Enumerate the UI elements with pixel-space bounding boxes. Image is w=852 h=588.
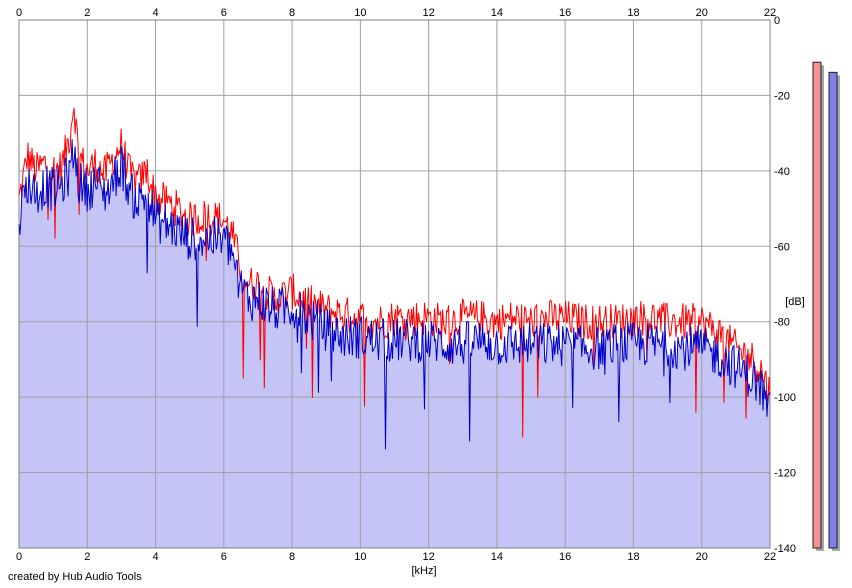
y-tick-label: -100 [774,392,796,404]
x-tick-label: 8 [289,7,295,19]
x-tick-label: 14 [491,551,503,563]
plot-frame [18,19,771,549]
x-tick-label: 6 [221,551,227,563]
x-tick-label: 14 [491,7,503,19]
x-tick-label: 0 [16,551,22,563]
y-tick-label: -60 [774,241,790,253]
x-tick-labels-top: 0 2 4 6 8 10 12 14 16 18 20 22 [16,7,776,19]
series-line [18,107,771,438]
x-tick-label: 12 [423,7,435,19]
x-tick-label: 16 [559,7,571,19]
x-tick-label: 12 [423,551,435,563]
grid-layer [18,19,771,549]
x-tick-label: 22 [764,551,776,563]
x-tick-label: 10 [354,551,366,563]
x-tick-label: 20 [696,7,708,19]
series-line [18,139,771,450]
x-axis-label: [kHz] [411,565,436,577]
y-tick-label: -40 [774,166,790,178]
x-tick-label: 8 [289,551,295,563]
x-tick-label: 18 [627,551,639,563]
x-tick-label: 2 [84,551,90,563]
x-tick-label: 2 [84,7,90,19]
x-tick-label: 16 [559,551,571,563]
x-tick-label: 18 [627,7,639,19]
level-meters [812,61,840,552]
x-tick-label: 4 [152,7,158,19]
y-tick-label: -80 [774,317,790,329]
level-meter-left [812,61,822,549]
y-tick-label: -20 [774,90,790,102]
level-meter-right [828,71,838,549]
y-axis-label: [dB] [785,296,805,308]
y-tick-label: -140 [774,543,796,555]
x-tick-label: 0 [16,7,22,19]
x-tick-label: 6 [221,7,227,19]
credit-text: created by Hub Audio Tools [8,571,142,583]
spectrum-lines-layer [18,107,771,450]
x-tick-label: 10 [354,7,366,19]
y-tick-labels: 0 -20 -40 -60 -80 -100 -120 -140 [774,15,796,555]
x-tick-label: 20 [696,551,708,563]
x-tick-labels-bottom: 0 2 4 6 8 10 12 14 16 18 20 22 [16,551,776,563]
x-tick-label: 22 [764,7,776,19]
x-tick-label: 4 [152,551,158,563]
y-tick-label: -120 [774,468,796,480]
y-tick-label: 0 [774,15,780,27]
